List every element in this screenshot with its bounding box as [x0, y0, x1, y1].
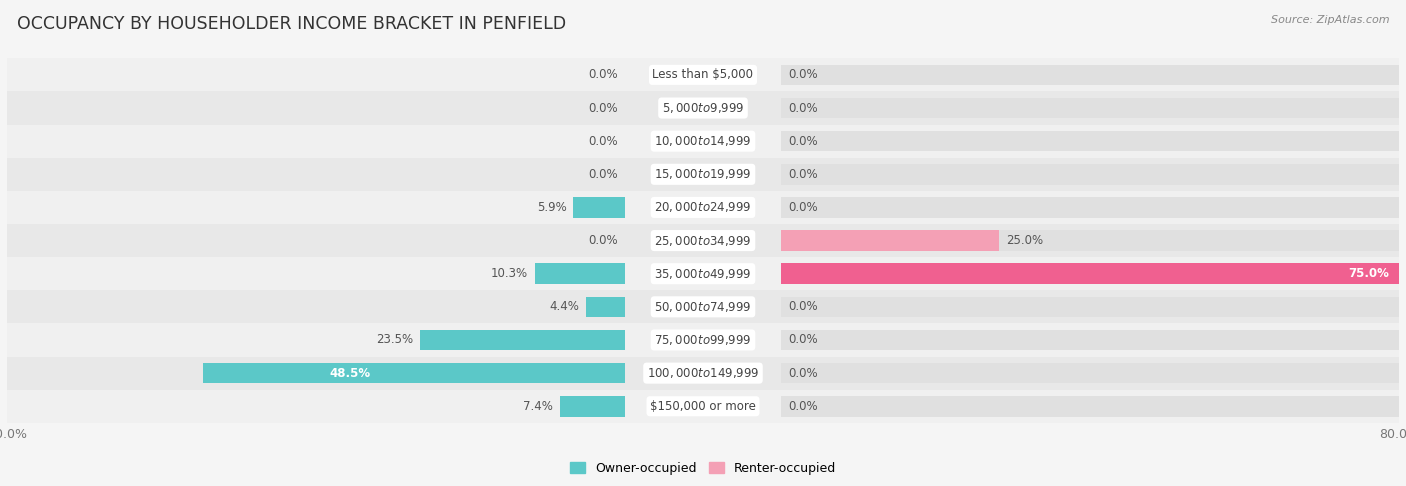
Text: OCCUPANCY BY HOUSEHOLDER INCOME BRACKET IN PENFIELD: OCCUPANCY BY HOUSEHOLDER INCOME BRACKET … — [17, 15, 567, 33]
Bar — [0, 197, 7, 218]
Text: 0.0%: 0.0% — [789, 333, 818, 347]
Text: 4.4%: 4.4% — [550, 300, 579, 313]
Text: 0.0%: 0.0% — [588, 168, 617, 181]
Bar — [7, 290, 1399, 323]
Text: 0.0%: 0.0% — [789, 366, 818, 380]
Bar — [782, 197, 1399, 218]
Text: $5,000 to $9,999: $5,000 to $9,999 — [662, 101, 744, 115]
Bar — [7, 390, 1399, 423]
Text: $150,000 or more: $150,000 or more — [650, 400, 756, 413]
Bar — [202, 363, 624, 383]
Text: 0.0%: 0.0% — [789, 300, 818, 313]
Bar — [0, 396, 7, 417]
Text: 0.0%: 0.0% — [588, 69, 617, 81]
Bar — [782, 230, 1399, 251]
Bar — [586, 296, 624, 317]
Text: 10.3%: 10.3% — [491, 267, 529, 280]
Text: 0.0%: 0.0% — [789, 69, 818, 81]
Text: $100,000 to $149,999: $100,000 to $149,999 — [647, 366, 759, 380]
Text: 0.0%: 0.0% — [789, 135, 818, 148]
Text: 0.0%: 0.0% — [789, 400, 818, 413]
Bar — [574, 197, 624, 218]
Text: 25.0%: 25.0% — [1005, 234, 1043, 247]
Bar — [0, 296, 7, 317]
Bar — [782, 363, 1399, 383]
Text: 0.0%: 0.0% — [789, 102, 818, 115]
Bar — [0, 65, 7, 85]
Bar — [7, 257, 1399, 290]
Bar — [782, 65, 1399, 85]
Bar — [782, 296, 1399, 317]
Bar — [782, 230, 998, 251]
Bar — [782, 396, 1399, 417]
Bar — [561, 396, 624, 417]
Bar — [7, 158, 1399, 191]
Bar — [782, 330, 1399, 350]
Bar — [782, 263, 1406, 284]
Text: 0.0%: 0.0% — [588, 102, 617, 115]
Bar — [0, 164, 7, 185]
Bar — [7, 224, 1399, 257]
Bar — [536, 263, 624, 284]
Bar — [7, 58, 1399, 91]
Text: $15,000 to $19,999: $15,000 to $19,999 — [654, 167, 752, 181]
Text: $10,000 to $14,999: $10,000 to $14,999 — [654, 134, 752, 148]
Text: $75,000 to $99,999: $75,000 to $99,999 — [654, 333, 752, 347]
Bar — [7, 357, 1399, 390]
Text: $25,000 to $34,999: $25,000 to $34,999 — [654, 234, 752, 247]
Text: 75.0%: 75.0% — [1348, 267, 1389, 280]
Bar — [782, 263, 1399, 284]
Bar — [0, 263, 7, 284]
Text: Less than $5,000: Less than $5,000 — [652, 69, 754, 81]
Text: 0.0%: 0.0% — [789, 168, 818, 181]
Bar — [420, 330, 624, 350]
Bar — [0, 230, 7, 251]
Bar — [782, 98, 1399, 118]
Bar — [782, 131, 1399, 152]
Text: Source: ZipAtlas.com: Source: ZipAtlas.com — [1271, 15, 1389, 25]
Legend: Owner-occupied, Renter-occupied: Owner-occupied, Renter-occupied — [569, 462, 837, 475]
Bar — [7, 191, 1399, 224]
Bar — [782, 164, 1399, 185]
Text: 5.9%: 5.9% — [537, 201, 567, 214]
Bar — [0, 131, 7, 152]
Text: 0.0%: 0.0% — [588, 234, 617, 247]
Bar — [7, 91, 1399, 124]
Text: $20,000 to $24,999: $20,000 to $24,999 — [654, 200, 752, 214]
Text: 0.0%: 0.0% — [789, 201, 818, 214]
Text: $35,000 to $49,999: $35,000 to $49,999 — [654, 267, 752, 281]
Text: 23.5%: 23.5% — [377, 333, 413, 347]
Bar — [7, 124, 1399, 158]
Text: $50,000 to $74,999: $50,000 to $74,999 — [654, 300, 752, 314]
Bar — [0, 363, 7, 383]
Bar — [0, 98, 7, 118]
Text: 48.5%: 48.5% — [330, 366, 371, 380]
Text: 0.0%: 0.0% — [588, 135, 617, 148]
Bar — [7, 323, 1399, 357]
Text: 7.4%: 7.4% — [523, 400, 554, 413]
Bar — [0, 330, 7, 350]
